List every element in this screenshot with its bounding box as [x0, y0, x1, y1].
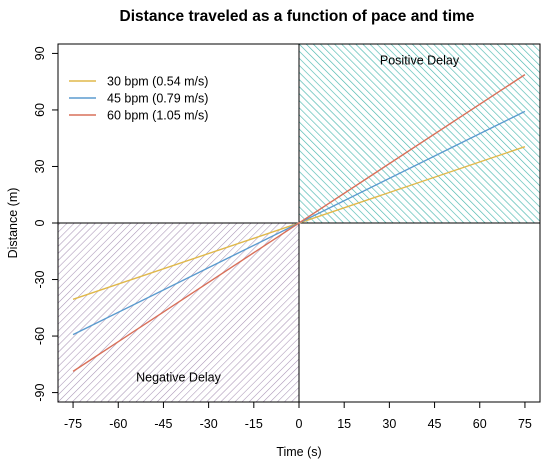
x-tick-label: 30: [382, 417, 396, 431]
y-tick-label: 0: [33, 219, 47, 226]
y-tick-label: 60: [33, 103, 47, 117]
y-axis-title: Distance (m): [6, 188, 20, 259]
x-tick-label: 60: [473, 417, 487, 431]
x-tick-label: -15: [245, 417, 263, 431]
positive-delay-region: [299, 44, 540, 223]
series-line-3: [72, 74, 526, 372]
x-tick-label: -45: [154, 417, 172, 431]
y-tick-label: -90: [33, 384, 47, 402]
x-tick-label: 45: [428, 417, 442, 431]
x-tick-label: -75: [64, 417, 82, 431]
y-tick-label: 30: [33, 159, 47, 173]
legend-label-3: 60 bpm (1.05 m/s): [107, 109, 208, 123]
negative-delay-label: Negative Delay: [136, 370, 222, 384]
chart-title: Distance traveled as a function of pace …: [120, 8, 475, 25]
y-tick-label: 90: [33, 46, 47, 60]
y-tick-label: -60: [33, 327, 47, 345]
x-tick-label: -30: [200, 417, 218, 431]
legend-label-2: 45 bpm (0.79 m/s): [107, 92, 208, 106]
x-tick-label: 15: [337, 417, 351, 431]
x-axis-title: Time (s): [276, 445, 321, 459]
positive-delay-label: Positive Delay: [380, 54, 460, 68]
legend: 30 bpm (0.54 m/s) 45 bpm (0.79 m/s) 60 bpm…: [69, 75, 208, 123]
legend-label-1: 30 bpm (0.54 m/s): [107, 75, 208, 89]
x-tick-label: 75: [518, 417, 532, 431]
x-tick-label: -60: [109, 417, 127, 431]
y-tick-label: -30: [33, 270, 47, 288]
x-tick-label: 0: [296, 417, 303, 431]
negative-delay-region: [58, 223, 299, 402]
